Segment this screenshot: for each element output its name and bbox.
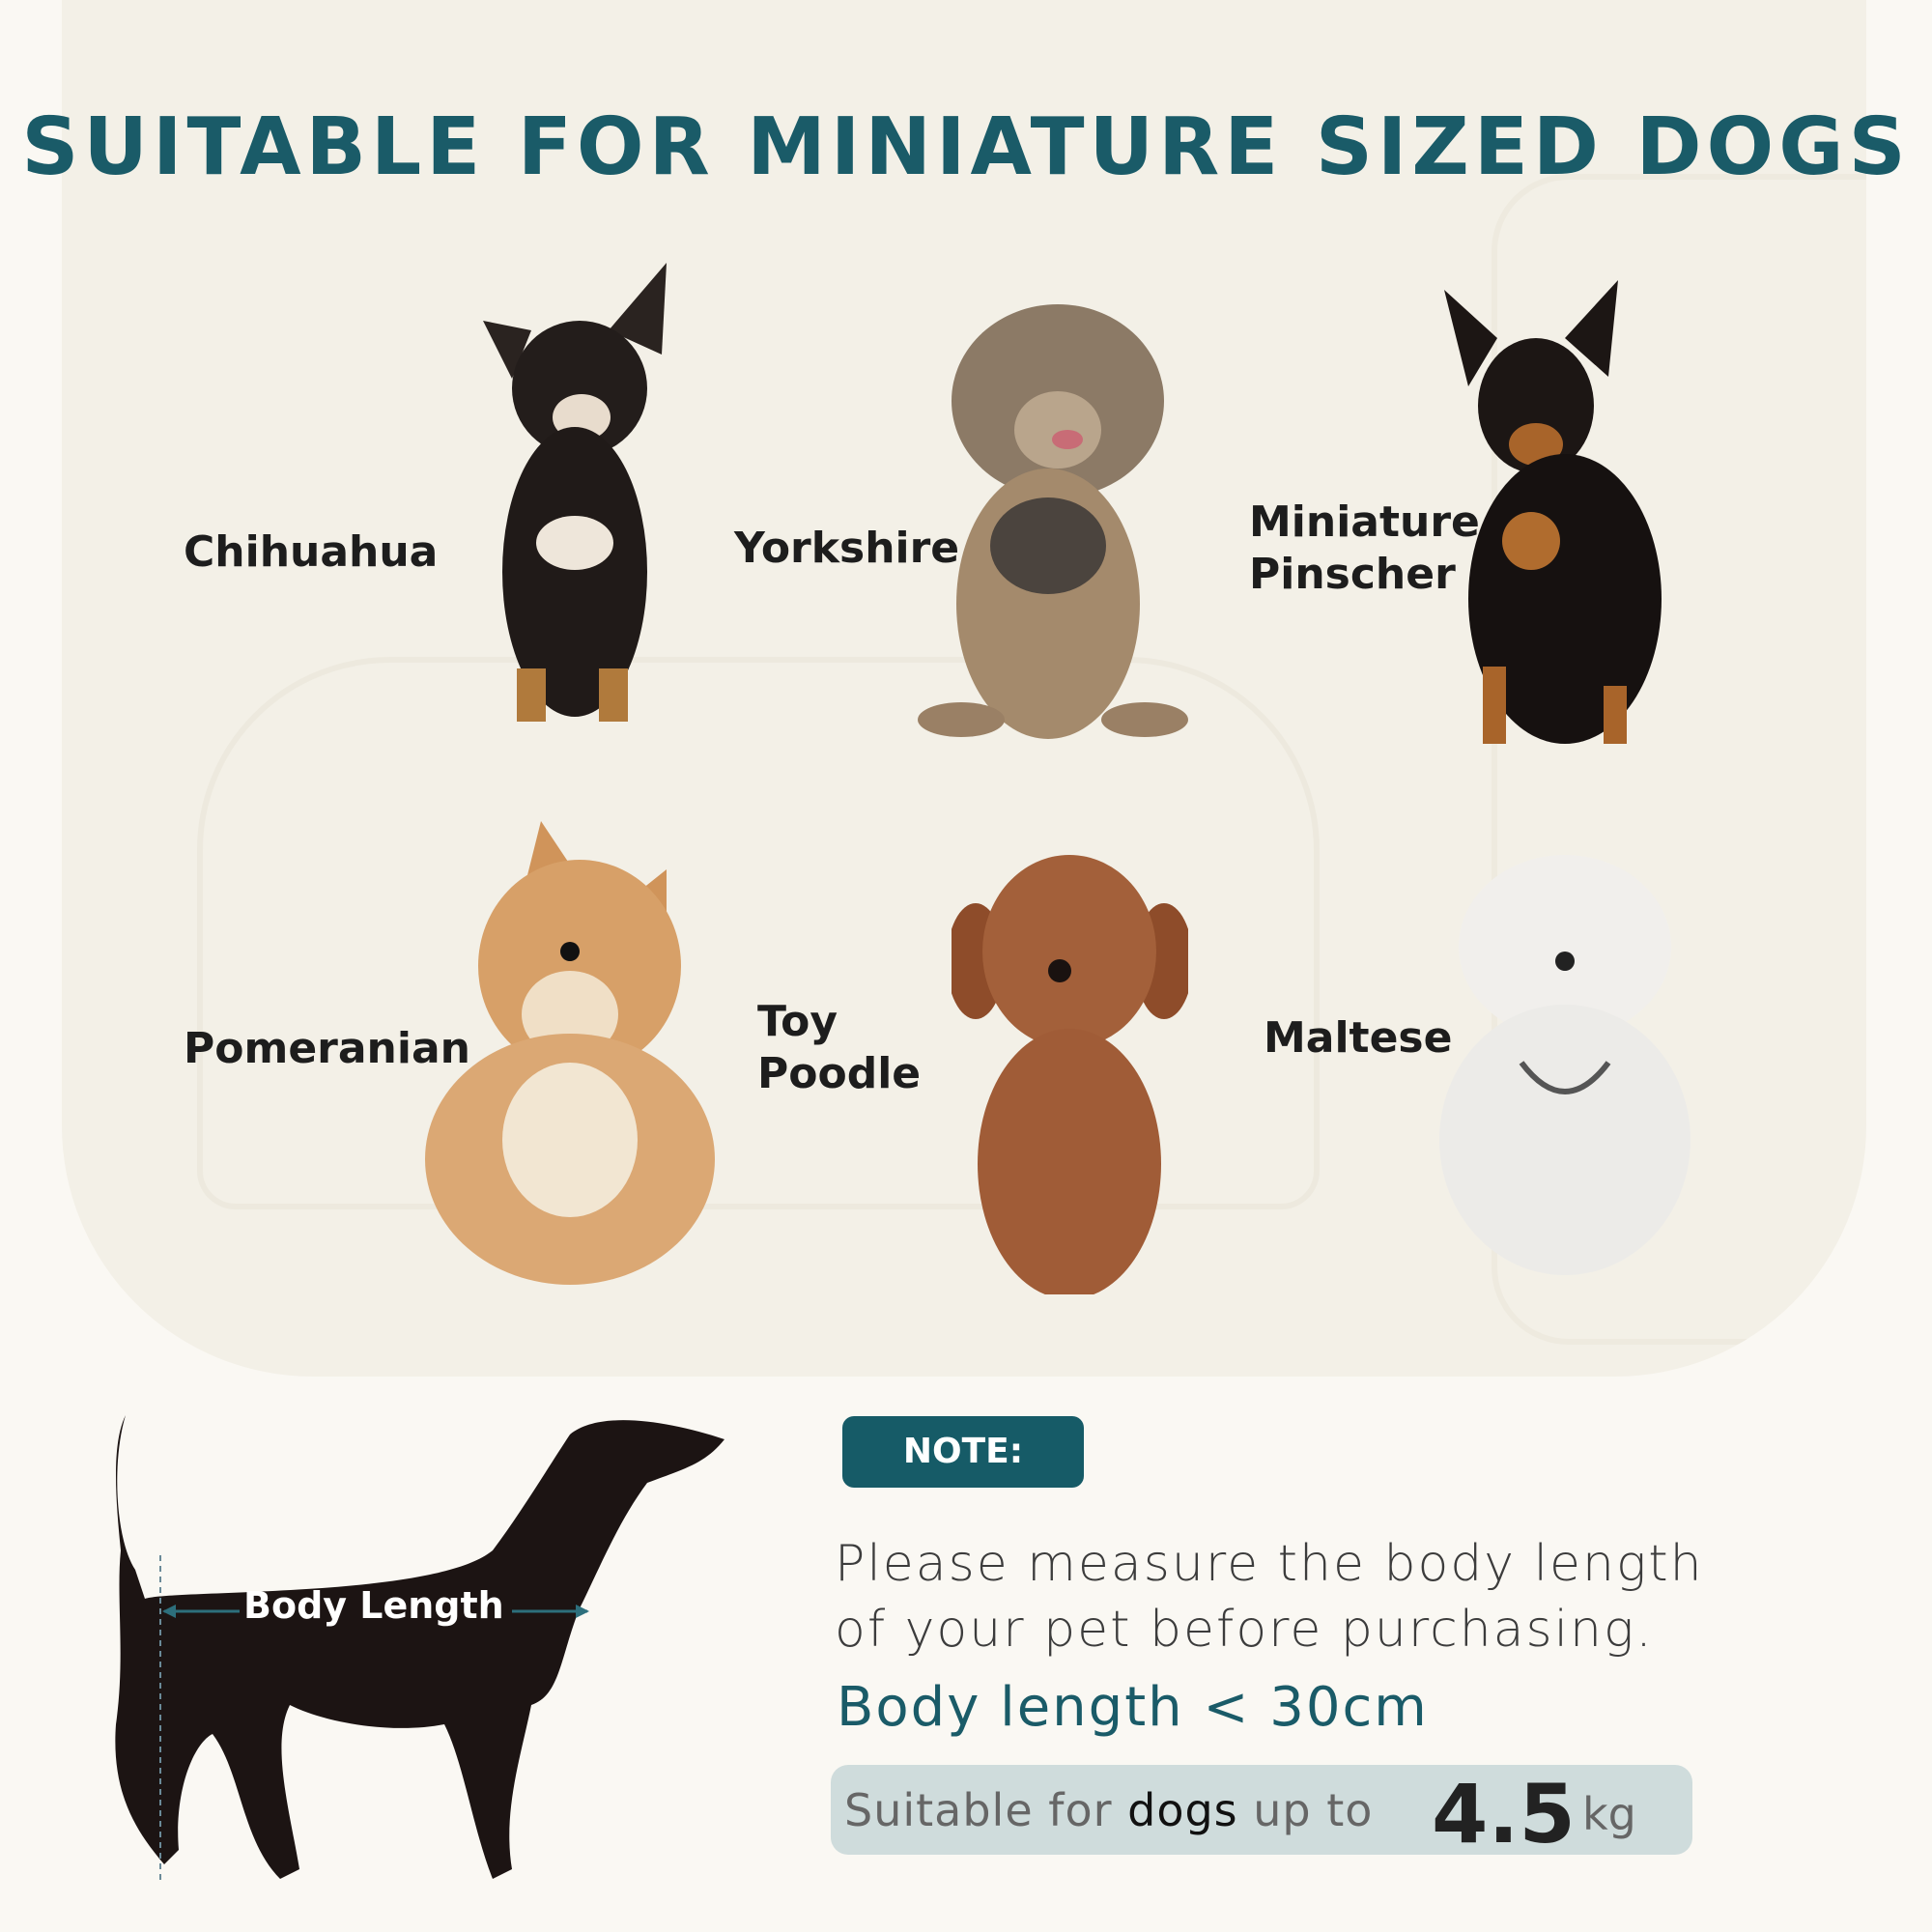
pomeranian-image <box>425 821 715 1285</box>
label-line: Toy <box>757 997 838 1046</box>
weight-unit: kg <box>1582 1788 1636 1840</box>
note-badge: NOTE: <box>842 1416 1084 1488</box>
weight-bold: dogs <box>1127 1784 1238 1836</box>
toy-poodle-image <box>952 855 1188 1294</box>
weight-suffix: up to <box>1237 1784 1374 1836</box>
message-line: Please measure the body length <box>835 1535 1704 1593</box>
weight-prefix: Suitable for <box>844 1784 1128 1836</box>
weight-text: Suitable for dogs up to <box>844 1784 1373 1836</box>
label-yorkshire: Yorkshire <box>734 524 960 573</box>
label-pomeranian: Pomeranian <box>184 1024 470 1073</box>
maltese-image <box>1439 855 1690 1275</box>
label-chihuahua: Chihuahua <box>184 527 439 577</box>
note-message: Please measure the body length of your p… <box>835 1531 1704 1662</box>
yorkshire-image <box>918 304 1188 739</box>
label-miniature-pinscher: Miniature Pinscher <box>1249 497 1480 601</box>
chihuahua-image <box>483 263 667 722</box>
label-line: Pinscher <box>1249 550 1456 599</box>
chair-backdrop <box>1492 174 1866 1345</box>
dog-silhouette <box>115 1415 724 1884</box>
body-length-limit: Body length < 30cm <box>837 1676 1429 1739</box>
label-line: Miniature <box>1249 497 1480 547</box>
weight-limit-pill: Suitable for dogs up to 4.5 kg <box>831 1765 1692 1861</box>
message-line: of your pet before purchasing. <box>835 1601 1654 1659</box>
miniature-pinscher-image <box>1444 280 1662 744</box>
label-maltese: Maltese <box>1264 1013 1453 1063</box>
label-line: Poodle <box>757 1049 922 1098</box>
page-title: SUITABLE FOR MINIATURE SIZED DOGS <box>21 101 1911 193</box>
body-length-label: Body Length <box>243 1584 504 1627</box>
sofa-backdrop <box>197 657 1320 1209</box>
label-toy-poodle: Toy Poodle <box>757 996 921 1100</box>
weight-value: 4.5 <box>1432 1767 1576 1861</box>
